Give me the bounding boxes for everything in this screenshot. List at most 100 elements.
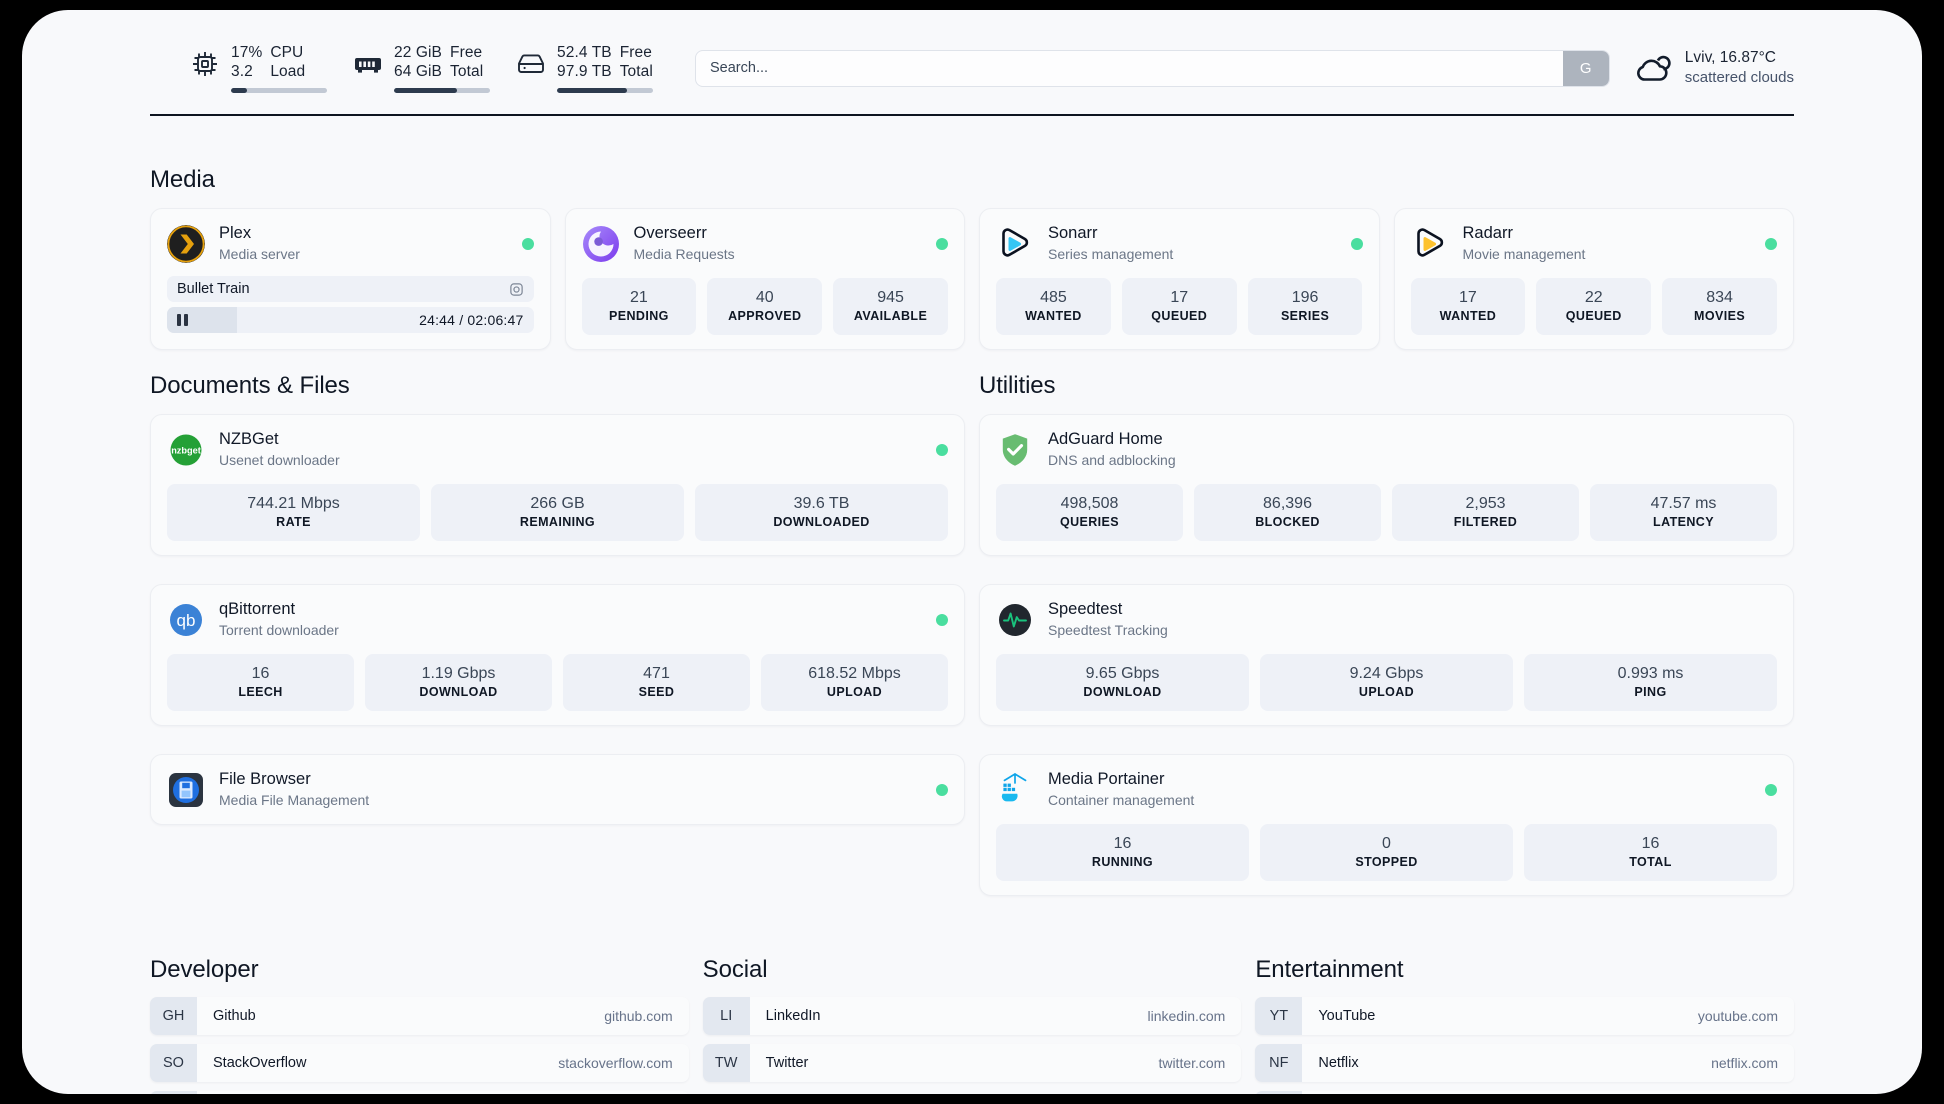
search-box[interactable]: G — [695, 49, 1610, 87]
tile-value: 485 — [1040, 289, 1067, 306]
bookmark-item-stackoverflow[interactable]: SO StackOverflow stackoverflow.com — [150, 1044, 689, 1082]
stat-tile-pending[interactable]: 21 PENDING — [581, 278, 697, 335]
service-name: qBittorrent — [219, 600, 296, 618]
tile-label: APPROVED — [728, 309, 802, 323]
qbittorrent-icon: qb — [167, 601, 205, 639]
bookmark-name: StackOverflow — [213, 1055, 307, 1071]
service-description: Media File Management — [219, 792, 370, 808]
stat-tiles: 485 WANTED 17 QUEUED 196 SERIES — [996, 278, 1363, 335]
bookmark-group-entertainment: Entertainment YT YouTube youtube.com NF Ne… — [1255, 956, 1795, 1094]
bookmark-abbr: LI — [702, 997, 750, 1035]
stat-tile-remaining[interactable]: 266 GB REMAINING — [431, 484, 684, 541]
stat-tile-upload[interactable]: 618.52 Mbps UPLOAD — [761, 654, 948, 711]
stat-tile-rate[interactable]: 744.21 Mbps RATE — [167, 484, 420, 541]
stat-memory-label-2: Total — [450, 63, 484, 80]
stat-tile-running[interactable]: 16 RUNNING — [996, 824, 1249, 881]
bookmark-name: LinkedIn — [765, 1008, 821, 1024]
bookmark-item-youtube[interactable]: YT YouTube youtube.com — [1255, 997, 1795, 1035]
bookmark-group-title: Developer — [150, 956, 259, 983]
tile-value: 86,396 — [1263, 495, 1312, 512]
service-card-qbittorrent[interactable]: qb qBittorrent Torrent downloader 16 LEE… — [150, 584, 965, 726]
stat-tile-total[interactable]: 16 TOTAL — [1524, 824, 1777, 881]
bookmark-list: YT YouTube youtube.com NF Netflix netflix… — [1255, 997, 1795, 1094]
status-indicator-online — [936, 613, 948, 626]
tile-label: UPLOAD — [826, 685, 883, 699]
stat-tile-queued[interactable]: 22 QUEUED — [1536, 278, 1652, 335]
pause-icon[interactable] — [177, 314, 188, 326]
stat-disk-label-2: Total — [619, 63, 653, 80]
tile-label: PING — [1634, 685, 1667, 699]
service-card-overseerr[interactable]: Overseerr Media Requests 21 PENDING 40 AP… — [564, 208, 965, 350]
stat-disk-value-2: 97.9 TB — [557, 63, 612, 80]
stat-tile-downloaded[interactable]: 39.6 TB DOWNLOADED — [695, 484, 948, 541]
stat-tile-download[interactable]: 1.19 Gbps DOWNLOAD — [365, 654, 552, 711]
tile-value: 471 — [643, 665, 670, 682]
tile-label: SEED — [638, 685, 675, 699]
stat-tile-wanted[interactable]: 485 WANTED — [996, 278, 1111, 335]
service-card-sonarr[interactable]: Sonarr Series management 485 WANTED 17 QU… — [979, 208, 1380, 350]
search-input[interactable] — [696, 50, 1563, 86]
stat-memory: 22 GiB 64 GiB Free Total — [353, 43, 490, 93]
stat-tile-series[interactable]: 196 SERIES — [1247, 278, 1363, 335]
stat-tile-filtered[interactable]: 2,953 FILTERED — [1392, 484, 1579, 541]
bookmarks-area: Developer GH Github github.com SO StackOve… — [150, 956, 1795, 1094]
service-card-file-browser[interactable]: File Browser Media File Management — [150, 754, 965, 825]
bookmark-group-title: Social — [702, 956, 768, 983]
stat-tile-download[interactable]: 9.65 Gbps DOWNLOAD — [996, 654, 1249, 711]
radarr-icon — [1411, 225, 1449, 263]
playback-progress-bar[interactable]: 24:44 / 02:06:47 — [167, 307, 534, 333]
service-card-media-portainer[interactable]: Media Portainer Container management 16 … — [979, 754, 1794, 896]
stat-tile-leech[interactable]: 16 LEECH — [167, 654, 354, 711]
stat-cpu-label-1: CPU — [270, 44, 304, 61]
stat-tile-movies[interactable]: 834 MOVIES — [1662, 278, 1777, 335]
stat-tile-blocked[interactable]: 86,396 BLOCKED — [1194, 484, 1381, 541]
service-description: Speedtest Tracking — [1048, 622, 1168, 638]
service-name: File Browser — [219, 770, 311, 788]
utilities-column: Utilities AdGuard Home DNS and adblockin… — [979, 372, 1794, 896]
bookmark-item-dev[interactable]: DT DEV dev.to — [150, 1091, 689, 1094]
now-playing-bar[interactable]: Bullet Train — [167, 276, 534, 302]
tile-value: 16 — [251, 665, 270, 682]
service-card-plex[interactable]: Plex Media server Bullet Train 24:44 / 0… — [150, 208, 551, 350]
service-card-radarr[interactable]: Radarr Movie management 17 WANTED 22 QUEU… — [1393, 208, 1794, 350]
service-name: Overseerr — [633, 224, 707, 242]
card-header: Radarr Movie management — [1411, 223, 1777, 264]
stat-tile-ping[interactable]: 0.993 ms PING — [1524, 654, 1777, 711]
tile-value: 47.57 ms — [1650, 495, 1717, 512]
stat-tile-approved[interactable]: 40 APPROVED — [707, 278, 823, 335]
tile-value: 945 — [877, 289, 904, 306]
stat-tile-available[interactable]: 945 AVAILABLE — [833, 278, 948, 335]
status-indicator-online — [936, 443, 948, 456]
bookmark-item-github[interactable]: GH Github github.com — [150, 997, 689, 1035]
stat-tile-stopped[interactable]: 0 STOPPED — [1260, 824, 1513, 881]
stat-tile-seed[interactable]: 471 SEED — [563, 654, 750, 711]
stat-tile-queued[interactable]: 17 QUEUED — [1121, 278, 1237, 335]
service-name: Sonarr — [1048, 224, 1098, 242]
bookmark-name: Reddit — [1302, 1091, 1360, 1094]
card-header: Overseerr Media Requests — [582, 223, 948, 264]
stat-tile-wanted[interactable]: 17 WANTED — [1410, 278, 1526, 335]
service-card-adguard-home[interactable]: AdGuard Home DNS and adblocking 498,508 … — [979, 414, 1794, 556]
tile-label: DOWNLOADED — [773, 515, 870, 529]
cpu-icon — [190, 49, 220, 79]
tile-value: 22 — [1584, 289, 1603, 306]
bookmark-group-title: Entertainment — [1255, 956, 1404, 983]
stat-tile-queries[interactable]: 498,508 QUERIES — [996, 484, 1183, 541]
stat-tile-upload[interactable]: 9.24 Gbps UPLOAD — [1260, 654, 1513, 711]
bookmark-group-social: Social LI LinkedIn linkedin.com TW Twitter… — [702, 956, 1242, 1094]
cast-icon[interactable] — [509, 282, 524, 297]
service-card-nzbget[interactable]: nzbget NZBGet Usenet downloader 744.21 M… — [150, 414, 965, 556]
search-submit-button[interactable]: G — [1562, 50, 1609, 86]
bookmark-item-netflix[interactable]: NF Netflix netflix.com — [1255, 1044, 1795, 1082]
service-name: AdGuard Home — [1048, 430, 1163, 448]
bookmark-item-reddit[interactable]: RE Reddit reddit.com — [1255, 1091, 1795, 1094]
tile-value: 2,953 — [1465, 495, 1506, 512]
stat-tile-latency[interactable]: 47.57 ms LATENCY — [1590, 484, 1777, 541]
service-card-speedtest[interactable]: Speedtest Speedtest Tracking 9.65 Gbps D… — [979, 584, 1794, 726]
bookmark-abbr: YT — [1255, 997, 1303, 1035]
bookmark-item-twitter[interactable]: TW Twitter twitter.com — [702, 1044, 1242, 1082]
stat-disk-label-1: Free — [619, 44, 652, 61]
service-name: NZBGet — [219, 430, 279, 448]
service-name: Speedtest — [1048, 600, 1123, 618]
bookmark-item-linkedin[interactable]: LI LinkedIn linkedin.com — [702, 997, 1242, 1035]
